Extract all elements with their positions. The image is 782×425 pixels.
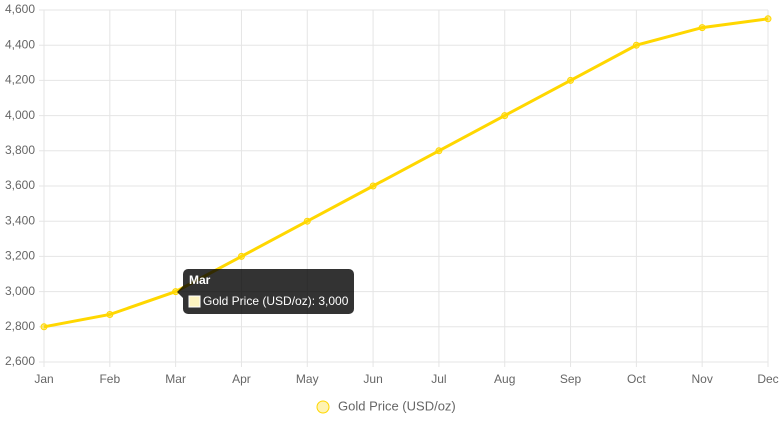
tooltip-caret <box>177 286 183 298</box>
data-point <box>567 76 575 84</box>
data-point <box>501 112 509 120</box>
x-tick-label: Feb <box>99 372 120 386</box>
tooltip-text: Gold Price (USD/oz): 3,000 <box>203 294 349 308</box>
data-point <box>237 252 245 260</box>
data-point <box>369 182 377 190</box>
y-tick-label: 3,000 <box>5 284 35 298</box>
y-tick-label: 3,200 <box>5 249 35 263</box>
y-tick-label: 3,600 <box>5 178 35 192</box>
y-tick-label: 4,600 <box>5 2 35 16</box>
y-tick-label: 2,800 <box>5 319 35 333</box>
data-point <box>698 24 706 32</box>
series-line <box>43 17 769 329</box>
tooltip-box <box>183 269 354 314</box>
y-tick-label: 3,800 <box>5 143 35 157</box>
data-point <box>764 15 772 23</box>
x-tick-label: Jan <box>34 372 53 386</box>
y-tick-label: 3,400 <box>5 213 35 227</box>
data-point <box>40 323 48 331</box>
x-tick-label: Nov <box>692 372 713 386</box>
x-tick-label: Dec <box>757 372 778 386</box>
x-tick-label: Mar <box>165 372 186 386</box>
x-tick-label: Apr <box>232 372 251 386</box>
legend-label: Gold Price (USD/oz) <box>338 398 456 413</box>
tooltip-swatch <box>188 295 201 308</box>
x-tick-label: Jul <box>431 372 446 386</box>
x-tick-label: Aug <box>494 372 515 386</box>
tooltip-title: Mar <box>189 273 211 287</box>
data-point <box>106 310 114 318</box>
x-tick-label: Jun <box>363 372 382 386</box>
data-point <box>435 147 443 155</box>
tooltip: Mar Gold Price (USD/oz): 3,000 <box>177 269 354 314</box>
x-tick-label: May <box>296 372 319 386</box>
y-tick-label: 2,600 <box>5 354 35 368</box>
y-tick-label: 4,400 <box>5 37 35 51</box>
legend-swatch <box>316 400 330 414</box>
x-tick-label: Oct <box>627 372 646 386</box>
x-tick-label: Sep <box>560 372 582 386</box>
data-point <box>632 41 640 49</box>
y-tick-label: 4,200 <box>5 73 35 87</box>
data-point <box>303 217 311 225</box>
y-tick-label: 4,000 <box>5 108 35 122</box>
